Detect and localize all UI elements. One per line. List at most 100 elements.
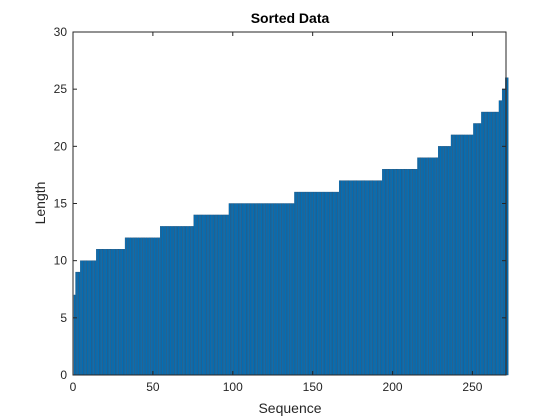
bar xyxy=(94,260,97,376)
y-tick-label: 30 xyxy=(54,25,68,39)
bar xyxy=(191,226,194,376)
bar xyxy=(215,214,218,376)
bar xyxy=(439,146,442,376)
y-tick-label: 10 xyxy=(54,254,68,268)
bar xyxy=(482,111,485,376)
bar xyxy=(468,134,471,376)
x-axis-label: Sequence xyxy=(258,400,321,416)
bar xyxy=(471,134,474,376)
bar xyxy=(92,260,95,376)
bar xyxy=(465,134,467,376)
bar xyxy=(118,249,121,376)
bar xyxy=(364,180,367,376)
bar xyxy=(495,111,498,376)
bar xyxy=(259,203,261,376)
bar xyxy=(270,203,272,376)
y-tick-label: 25 xyxy=(54,82,68,96)
bar xyxy=(243,203,245,376)
bar xyxy=(390,168,392,376)
bar xyxy=(211,214,213,376)
bar xyxy=(219,214,221,376)
bar xyxy=(126,237,129,376)
bar xyxy=(212,214,215,376)
bar xyxy=(300,191,303,376)
bar xyxy=(171,226,173,376)
bar xyxy=(454,134,456,376)
bar xyxy=(284,203,287,376)
bar xyxy=(147,237,149,376)
bar xyxy=(97,249,100,376)
bar xyxy=(190,226,193,376)
plot-area: 0 50 100 150 200 250 0 5 10 15 20 25 30 xyxy=(54,25,509,394)
bar xyxy=(136,237,138,376)
bar xyxy=(313,191,316,376)
bar xyxy=(172,226,175,376)
bar xyxy=(329,191,332,376)
bar xyxy=(425,157,427,376)
bar xyxy=(414,168,416,376)
bar xyxy=(302,191,304,376)
bar xyxy=(447,146,450,376)
bar xyxy=(279,203,282,376)
bar xyxy=(489,111,491,376)
bar xyxy=(120,249,122,376)
bar xyxy=(409,168,411,376)
bar xyxy=(239,203,242,376)
bar xyxy=(160,226,162,376)
bar xyxy=(164,226,167,376)
bar xyxy=(361,180,364,376)
bar xyxy=(104,249,106,376)
bar xyxy=(393,168,395,376)
bar xyxy=(156,237,159,376)
bar xyxy=(369,180,372,376)
bar xyxy=(168,226,170,376)
bar xyxy=(283,203,285,376)
bar xyxy=(129,237,132,376)
bar xyxy=(182,226,185,376)
bar xyxy=(294,191,296,376)
bar xyxy=(323,191,325,376)
bar xyxy=(388,168,391,376)
bar xyxy=(145,237,148,376)
bar xyxy=(417,157,419,376)
bar xyxy=(174,226,177,376)
bar xyxy=(485,111,488,376)
bar xyxy=(166,226,169,376)
bar xyxy=(91,260,94,376)
bar xyxy=(115,249,117,376)
bar xyxy=(80,260,82,376)
bar xyxy=(188,226,191,376)
bar xyxy=(299,191,301,376)
bar xyxy=(466,134,469,376)
bar xyxy=(244,203,247,376)
bar xyxy=(161,226,164,376)
bar xyxy=(153,237,156,376)
bar xyxy=(289,203,292,376)
bar xyxy=(354,180,357,376)
bar xyxy=(498,100,501,376)
bar xyxy=(335,191,338,376)
bar xyxy=(203,214,205,376)
bar xyxy=(500,100,503,376)
bar xyxy=(144,237,146,376)
x-tick-label: 150 xyxy=(303,380,323,394)
bar xyxy=(449,146,451,376)
bar xyxy=(177,226,180,376)
bar xyxy=(273,203,276,376)
bar xyxy=(434,157,437,376)
bar xyxy=(455,134,458,376)
bar xyxy=(321,191,324,376)
bar xyxy=(247,203,250,376)
bar xyxy=(426,157,429,376)
bar xyxy=(217,214,220,376)
bar xyxy=(375,180,378,376)
bar xyxy=(201,214,204,376)
bar xyxy=(327,191,330,376)
y-tick-label: 20 xyxy=(54,139,68,153)
bar xyxy=(84,260,87,376)
bar xyxy=(230,203,233,376)
x-axis-ticks: 0 50 100 150 200 250 xyxy=(70,32,483,394)
bar xyxy=(442,146,445,376)
bar xyxy=(222,214,225,376)
bar xyxy=(206,214,209,376)
